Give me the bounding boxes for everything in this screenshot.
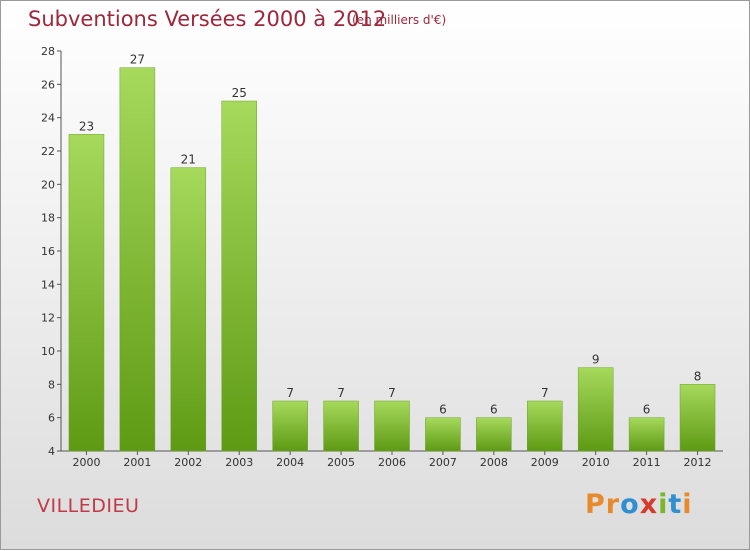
logo-letter: t [668,489,683,520]
x-tick-label-2001: 2001 [123,456,151,469]
y-tick-labels: 4 6 8 10 12 14 16 18 20 22 24 26 28 [41,45,55,458]
value-label-2008: 6 [490,403,498,417]
logo-letter: i [682,489,693,520]
value-label-2007: 6 [439,403,447,417]
value-label-2004: 7 [286,386,294,400]
chart-value-labels: 23 27 21 25 7 7 7 6 6 7 9 6 8 [79,53,702,417]
x-tick-labels: 2000 2001 2002 2003 2004 2005 2006 2007 2008 2009… [72,456,711,469]
bar-2009 [527,400,563,452]
chart-bars [68,67,716,452]
bar-2004 [272,400,308,452]
x-tick-label-2006: 2006 [378,456,406,469]
value-label-2001: 27 [130,53,145,67]
y-tick-label: 4 [48,445,55,458]
y-tick-label: 10 [41,345,55,358]
y-tick-label: 12 [41,312,55,325]
logo-letter: i [658,489,669,520]
x-tick-label-2012: 2012 [684,456,712,469]
value-label-2003: 25 [232,86,247,100]
bar-2005 [323,400,359,452]
logo-letter: r [605,489,621,520]
x-tick-label-2007: 2007 [429,456,457,469]
value-label-2012: 8 [694,369,702,383]
logo-letter: x [639,489,659,520]
bar-2008 [476,417,512,452]
value-label-2005: 7 [337,386,345,400]
x-tick-label-2004: 2004 [276,456,304,469]
bar-2006 [374,400,410,452]
y-tick-label: 14 [41,278,55,291]
bar-2011 [628,417,665,452]
bar-2001 [119,67,156,452]
y-tick-label: 18 [41,212,55,225]
proxiti-logo: Proxiti [585,489,693,520]
y-tick-label: 28 [41,45,55,58]
bar-2007 [425,417,461,452]
x-tick-label-2005: 2005 [327,456,355,469]
bar-2000 [68,134,105,452]
chart-unit-label: (en milliers d'€) [352,13,447,27]
y-tick-label: 22 [41,145,55,158]
y-tick-label: 8 [48,378,55,391]
bar-2002 [170,167,207,452]
value-label-2000: 23 [79,119,94,133]
y-tick-label: 26 [41,78,55,91]
value-label-2011: 6 [643,403,651,417]
x-tick-label-2008: 2008 [480,456,508,469]
logo-letter: o [620,489,640,520]
y-tick-label: 16 [41,245,55,258]
logo-letter: P [585,489,606,520]
x-tick-label-2000: 2000 [72,456,100,469]
commune-name: VILLEDIEU [37,495,140,517]
bar-2012 [679,384,716,452]
y-tick-label: 24 [41,112,55,125]
x-tick-label-2003: 2003 [225,456,253,469]
chart-title: Subventions Versées 2000 à 2012 [28,7,387,31]
value-label-2002: 21 [181,153,196,167]
bar-2003 [221,100,257,452]
bar-2010 [577,367,614,452]
value-label-2009: 7 [541,386,549,400]
x-tick-label-2010: 2010 [582,456,610,469]
y-tick-label: 20 [41,178,55,191]
value-label-2010: 9 [592,353,600,367]
x-tick-label-2011: 2011 [633,456,661,469]
y-tick-label: 6 [48,412,55,425]
value-label-2006: 7 [388,386,396,400]
x-tick-label-2002: 2002 [174,456,202,469]
x-tick-label-2009: 2009 [531,456,559,469]
